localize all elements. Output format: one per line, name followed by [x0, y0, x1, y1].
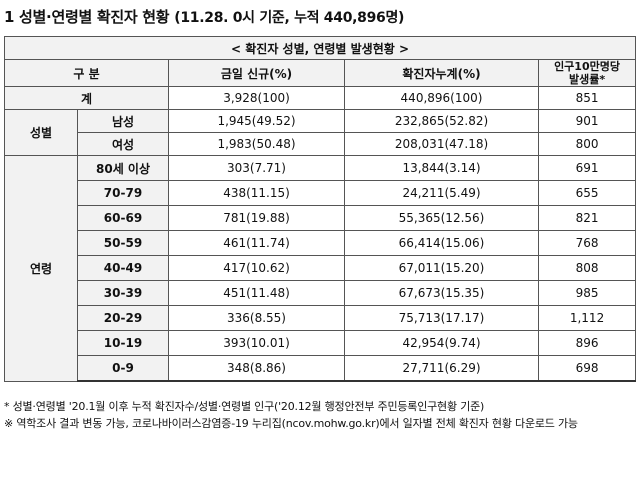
total-label: 계: [4, 86, 169, 110]
table-caption-row: < 확진자 성별, 연령별 발생현황 >: [3, 36, 637, 60]
total-cumulative: 440,896(100): [344, 86, 539, 110]
table-row-gender-female: 여성 1,983(50.48) 208,031(47.18) 800: [5, 132, 637, 156]
footnote-definition: * 성별·연령별 '20.1월 이후 누적 확진자수/성별·연령별 인구('20…: [4, 400, 485, 413]
header-cumulative: 확진자누계(%): [344, 59, 539, 87]
table-header-row: 구 분 금일 신규(%) 확진자누계(%) 인구10만명당 발생률*: [4, 59, 637, 87]
gender-rate: 901: [537, 109, 637, 133]
age-label: 40-49: [77, 255, 169, 281]
gender-rate: 800: [537, 132, 637, 156]
total-new: 3,928(100): [168, 86, 345, 110]
age-rate: 808: [537, 255, 637, 281]
age-new: 348(8.86): [168, 355, 345, 382]
age-label: 0-9: [77, 355, 169, 382]
table-row-age: 40-49 417(10.62) 67,011(15.20) 808: [5, 255, 637, 281]
table-row-gender-male: 성별 남성 1,945(49.52) 232,865(52.82) 901: [4, 109, 637, 156]
age-rate: 896: [537, 330, 637, 356]
age-new: 417(10.62): [168, 255, 345, 281]
age-cumulative: 66,414(15.06): [344, 230, 539, 256]
age-label: 30-39: [77, 280, 169, 306]
age-label: 10-19: [77, 330, 169, 356]
age-cumulative: 42,954(9.74): [344, 330, 539, 356]
section-title-main: 1 성별·연령별 확진자 현황: [4, 8, 170, 26]
age-group-label: 연령: [4, 155, 78, 382]
footnote-source: ※ 역학조사 결과 변동 가능, 코로나바이러스감염증-19 누리집(ncov.…: [4, 417, 578, 430]
gender-label: 남성: [77, 109, 169, 133]
age-new: 438(11.15): [168, 180, 345, 206]
age-label: 50-59: [77, 230, 169, 256]
age-label: 20-29: [77, 305, 169, 331]
age-rate: 985: [537, 280, 637, 306]
gender-cumulative: 208,031(47.18): [344, 132, 539, 156]
section-title: 1 성별·연령별 확진자 현황 (11.28. 0시 기준, 누적 440,89…: [4, 6, 404, 27]
header-rate-line1: 인구10만명당: [554, 60, 620, 73]
age-label: 70-79: [77, 180, 169, 206]
age-label: 60-69: [77, 205, 169, 231]
header-new-cases: 금일 신규(%): [168, 59, 345, 87]
gender-new: 1,945(49.52): [168, 109, 345, 133]
age-cumulative: 75,713(17.17): [344, 305, 539, 331]
gender-group-label: 성별: [4, 109, 78, 156]
age-new: 461(11.74): [168, 230, 345, 256]
section-title-basis: (11.28. 0시 기준, 누적 440,896명): [174, 10, 405, 26]
age-cumulative: 67,011(15.20): [344, 255, 539, 281]
table-row-age: 연령 80세 이상 303(7.71) 13,844(3.14) 691: [4, 155, 637, 382]
age-new: 451(11.48): [168, 280, 345, 306]
header-category: 구 분: [4, 59, 169, 87]
table-row-total: 계 3,928(100) 440,896(100) 851: [4, 86, 637, 110]
gender-cumulative: 232,865(52.82): [344, 109, 539, 133]
table-row-age: 10-19 393(10.01) 42,954(9.74) 896: [5, 330, 637, 356]
age-rate: 691: [537, 155, 637, 181]
table-row-age: 20-29 336(8.55) 75,713(17.17) 1,112: [5, 305, 637, 331]
total-rate: 851: [537, 86, 637, 110]
age-cumulative: 24,211(5.49): [344, 180, 539, 206]
age-rate: 768: [537, 230, 637, 256]
age-rate: 655: [537, 180, 637, 206]
age-new: 303(7.71): [168, 155, 345, 181]
header-rate-line2: 발생률*: [568, 73, 606, 86]
age-new: 781(19.88): [168, 205, 345, 231]
gender-label: 여성: [77, 132, 169, 156]
age-rate: 821: [537, 205, 637, 231]
age-cumulative: 13,844(3.14): [344, 155, 539, 181]
table-row-age: 0-9 348(8.86) 27,711(6.29) 698: [5, 355, 637, 382]
header-incidence-rate: 인구10만명당 발생률*: [537, 59, 637, 87]
table-row-age: 70-79 438(11.15) 24,211(5.49) 655: [5, 180, 637, 206]
table-row-age: 50-59 461(11.74) 66,414(15.06) 768: [5, 230, 637, 256]
table-row-age: 60-69 781(19.88) 55,365(12.56) 821: [5, 205, 637, 231]
case-status-table: < 확진자 성별, 연령별 발생현황 > 구 분 금일 신규(%) 확진자누계(…: [3, 36, 637, 382]
age-cumulative: 27,711(6.29): [344, 355, 539, 382]
gender-new: 1,983(50.48): [168, 132, 345, 156]
age-cumulative: 67,673(15.35): [344, 280, 539, 306]
age-cumulative: 55,365(12.56): [344, 205, 539, 231]
footnotes: * 성별·연령별 '20.1월 이후 누적 확진자수/성별·연령별 인구('20…: [4, 398, 632, 432]
age-new: 393(10.01): [168, 330, 345, 356]
age-new: 336(8.55): [168, 305, 345, 331]
table-caption: < 확진자 성별, 연령별 발생현황 >: [3, 36, 637, 60]
age-rate: 1,112: [537, 305, 637, 331]
age-rate: 698: [537, 355, 637, 382]
age-label: 80세 이상: [77, 155, 169, 181]
table-row-age: 30-39 451(11.48) 67,673(15.35) 985: [5, 280, 637, 306]
